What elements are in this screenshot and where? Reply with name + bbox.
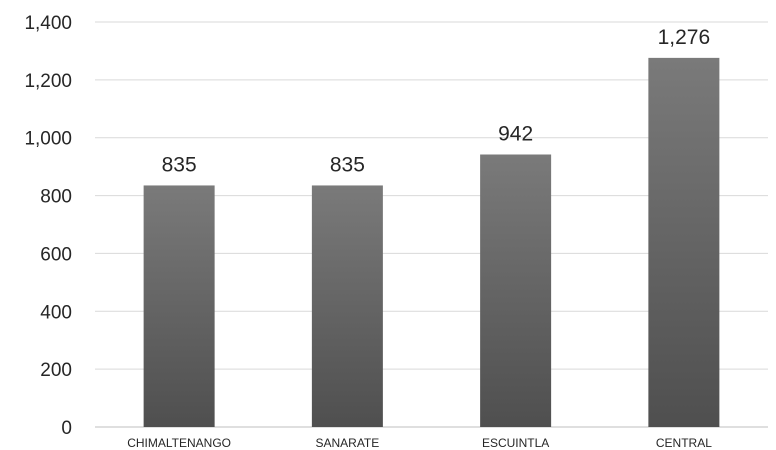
category-label-escuintla: ESCUINTLA: [482, 436, 549, 450]
data-labels: 835 835 942 1,276: [162, 26, 711, 177]
y-tick-label: 800: [40, 187, 72, 208]
bar-escuintla: [480, 154, 552, 427]
data-label-escuintla: 942: [498, 122, 533, 145]
data-label-sanarate: 835: [330, 153, 365, 176]
bar-central: [648, 57, 720, 427]
bar-chimaltenango: [143, 185, 215, 427]
y-tick-label: 1,200: [24, 71, 72, 92]
bar-sanarate: [311, 185, 383, 427]
category-label-central: CENTRAL: [656, 436, 712, 450]
y-tick-label: 600: [40, 244, 72, 265]
data-label-central: 1,276: [658, 26, 711, 49]
bars: [143, 57, 720, 427]
category-label-sanarate: SANARATE: [315, 436, 379, 450]
y-tick-label: 0: [61, 418, 72, 439]
y-tick-label: 1,400: [24, 13, 72, 34]
y-tick-label: 200: [40, 360, 72, 381]
y-axis-tick-labels: 0 200 400 600 800 1,000 1,200 1,400: [24, 13, 72, 439]
category-label-chimaltenango: CHIMALTENANGO: [127, 436, 231, 450]
data-label-chimaltenango: 835: [162, 153, 197, 176]
y-tick-label: 1,000: [24, 129, 72, 150]
y-tick-label: 400: [40, 302, 72, 323]
x-axis-category-labels: CHIMALTENANGO SANARATE ESCUINTLA CENTRAL: [127, 436, 712, 450]
